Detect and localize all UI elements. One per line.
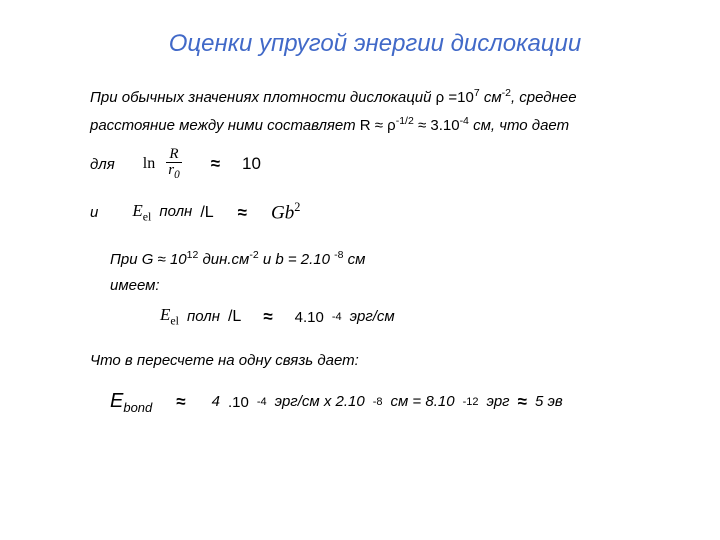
final-exp1: -4 (257, 396, 267, 408)
final-b: эрг/см x 2.10 (275, 391, 365, 414)
final-exp3: -12 (463, 396, 479, 408)
Eel-E: E (132, 201, 142, 220)
priG-line: При G ≈ 1012 дин.см-2 и b = 2.10 -8 см (110, 248, 660, 272)
Gb2: Gb2 (271, 200, 300, 224)
approx-4: ≈ (176, 392, 185, 412)
priG-c: и b = 2.10 (259, 251, 334, 268)
approx-1: ≈ (211, 154, 220, 174)
frac-den-sub: 0 (174, 169, 180, 181)
eel-row: и Eel полн/L ≈ Gb2 (90, 197, 660, 228)
Ebond-sub: bond (123, 400, 152, 415)
R-end-exp: -4 (460, 115, 469, 127)
slide-title: Оценки упругой энергии дислокации (90, 30, 660, 58)
overL-1: /L (200, 204, 213, 222)
result-1-row: Eel полн/L ≈ 4.10 -4 эрг/см (160, 302, 660, 333)
res1-b: эрг/см (350, 306, 395, 329)
final-d: эрг (486, 391, 509, 414)
Eel-symbol-2: Eel (160, 305, 179, 328)
R-eq: R ≈ ρ (360, 117, 396, 134)
priG-cexp: -8 (334, 249, 343, 261)
ln-symbol: ln (143, 155, 155, 173)
per-bond-block: Что в пересчете на одну связь дает: Ebon… (90, 350, 660, 417)
ln-row: для ln R r0 ≈ 10 (90, 147, 660, 181)
Eel-symbol: Eel (132, 201, 151, 224)
Gb2-exp: 2 (294, 200, 300, 214)
approx-3: ≈ (263, 307, 272, 327)
overL-2: /L (228, 308, 241, 326)
final-a: 4 (212, 391, 220, 414)
res1-a: 4.10 (295, 309, 324, 326)
poln-2: полн (187, 306, 220, 329)
Eel-sub: el (143, 209, 152, 223)
label-and: и (90, 204, 98, 221)
priG-b: дин.см (198, 251, 249, 268)
block-G-params: При G ≈ 1012 дин.см-2 и b = 2.10 -8 см и… (110, 248, 660, 333)
imeem-line: имеем: (110, 275, 660, 298)
Ebond-E: E (110, 390, 123, 412)
R-end: ≈ 3.10 (414, 117, 460, 134)
priG-bexp: -2 (249, 249, 258, 261)
R-exp: -1/2 (396, 115, 414, 127)
text-p1a: При обычных значениях плотности дислокац… (90, 89, 436, 106)
final-exp2: -8 (373, 396, 383, 408)
ebond-row: Ebond ≈ 4 .10 -4 эрг/см x 2.10 -8 см = 8.… (110, 387, 660, 418)
priG-d: см (344, 251, 366, 268)
paragraph-line-1: При обычных значениях плотности дислокац… (90, 86, 660, 110)
poln-1: полн (159, 201, 192, 224)
Eel-sub-2: el (170, 314, 179, 328)
rho-unit: см (480, 89, 502, 106)
frac-den: r0 (165, 163, 182, 181)
Ebond-symbol: Ebond (110, 390, 152, 415)
rho-unit-exp: -2 (502, 87, 511, 99)
ln-fraction: R r0 (165, 147, 182, 181)
frac-num: R (166, 147, 181, 163)
R-unit: см, что дает (469, 117, 569, 134)
rho-eq: ρ =10 (436, 89, 474, 106)
value-10: 10 (242, 154, 261, 174)
priG-exp: 12 (187, 249, 199, 261)
Gb2-base: Gb (271, 203, 294, 224)
final-c: см = 8.10 (390, 391, 454, 414)
label-dlya: для (90, 156, 115, 173)
perbond-text: Что в пересчете на одну связь дает: (90, 350, 660, 373)
text-p2a: расстояние между ними составляет (90, 117, 360, 134)
slide-root: Оценки упругой энергии дислокации При об… (0, 0, 720, 449)
approx-5: ≈ (518, 392, 527, 412)
final-a2: .10 (228, 394, 249, 411)
text-p1b: , среднее (511, 89, 577, 106)
priG-a: При G ≈ 10 (110, 251, 187, 268)
approx-2: ≈ (238, 203, 247, 223)
paragraph-line-2: расстояние между ними составляет R ≈ ρ-1… (90, 114, 660, 138)
final-e: 5 эв (535, 391, 563, 414)
Eel-E-2: E (160, 305, 170, 324)
res1-exp: -4 (332, 311, 342, 323)
